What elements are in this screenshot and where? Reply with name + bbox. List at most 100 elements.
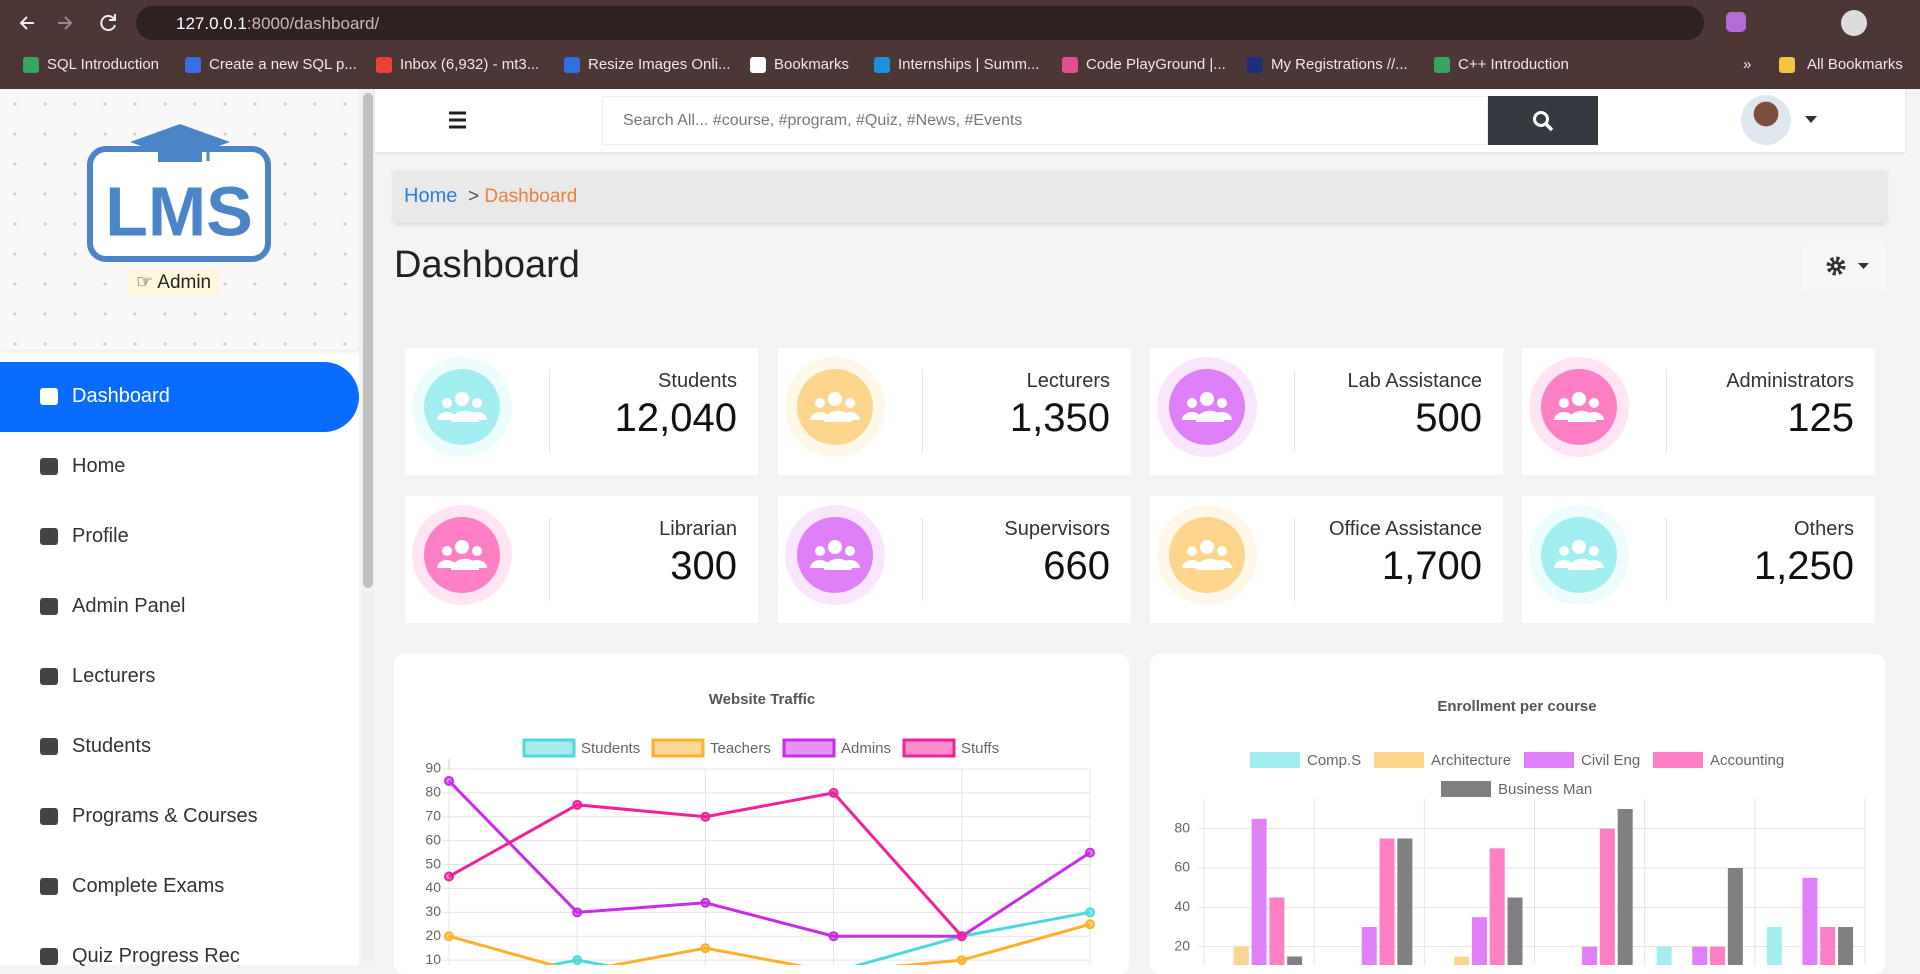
icon-disc xyxy=(1541,369,1617,445)
menu-item[interactable]: Complete Exams xyxy=(72,875,225,897)
y-tick-label: 20 xyxy=(425,927,441,943)
card-label: Students xyxy=(658,370,737,392)
icon-head xyxy=(1559,398,1569,408)
card-label: Lab Assistance xyxy=(1347,370,1482,392)
point xyxy=(1085,907,1095,918)
legend-label: Accounting xyxy=(1710,752,1784,769)
legend-swatch xyxy=(522,738,576,758)
card-icon xyxy=(1529,357,1629,457)
card-icon xyxy=(1157,505,1257,605)
point xyxy=(1085,919,1095,930)
bookmark[interactable]: Create a new SQL p... xyxy=(209,56,357,73)
bookmark[interactable]: SQL Introduction xyxy=(47,56,160,73)
icon-disc xyxy=(797,369,873,445)
bookmark[interactable]: Inbox (6,932) - mt3... xyxy=(400,56,540,73)
active-menu[interactable] xyxy=(0,362,359,432)
icon-head xyxy=(1572,540,1586,554)
avatar[interactable] xyxy=(1741,95,1791,145)
icon-body xyxy=(1212,560,1232,568)
stat-card: Office Assistance 1,700 xyxy=(1150,496,1503,623)
nav-buttons[interactable] xyxy=(0,0,136,45)
point xyxy=(572,955,583,965)
bookmark-icon xyxy=(185,57,201,73)
icon-disc xyxy=(1169,517,1245,593)
card-label: Administrators xyxy=(1726,370,1854,392)
divider xyxy=(922,518,923,601)
breadcrumb-text: Dashboard xyxy=(484,186,578,207)
icon-body xyxy=(1182,560,1202,568)
card-label: Librarian xyxy=(659,518,737,540)
legend-swatch xyxy=(1374,752,1424,768)
menu-item[interactable]: Programs & Courses xyxy=(72,805,258,827)
y-tick-label: 80 xyxy=(425,784,441,800)
menu-item[interactable]: Admin Panel xyxy=(72,595,186,617)
bookmark[interactable]: Bookmarks xyxy=(774,56,850,73)
bar xyxy=(1507,897,1523,965)
bookmark[interactable]: My Registrations //... xyxy=(1271,56,1408,73)
address-bar[interactable]: 127.0.0.1:8000/dashboard/ xyxy=(136,6,1704,40)
point xyxy=(700,811,711,822)
menu-icon xyxy=(40,388,58,405)
menu-item[interactable]: Dashboard xyxy=(72,385,170,407)
icon-disc xyxy=(424,517,500,593)
legend-swatch xyxy=(1524,752,1574,768)
legend-label: Admins xyxy=(841,740,891,757)
icon-body xyxy=(810,412,830,420)
bookmark-icon xyxy=(1247,57,1263,73)
icon-body xyxy=(437,560,457,568)
icon-head xyxy=(845,546,855,556)
icon-body xyxy=(1584,560,1604,568)
search-button[interactable] xyxy=(1488,96,1598,145)
menu-toggle[interactable] xyxy=(448,111,468,129)
menu-icon xyxy=(40,808,58,825)
card-icon xyxy=(785,357,885,457)
bookmark[interactable]: Internships | Summ... xyxy=(898,56,1040,73)
icon-disc xyxy=(424,369,500,445)
all-bookmarks[interactable]: All Bookmarks xyxy=(1807,56,1903,73)
bar xyxy=(1802,877,1818,965)
menu-item[interactable]: Quiz Progress Rec xyxy=(72,945,240,967)
card-icon xyxy=(1157,357,1257,457)
menu-item[interactable]: Students xyxy=(72,735,151,757)
card-value: 500 xyxy=(1415,396,1482,440)
icon-body xyxy=(467,412,487,420)
icon-body xyxy=(840,412,860,420)
menu-item[interactable]: Home xyxy=(72,455,126,477)
divider xyxy=(1666,518,1667,601)
card-icon xyxy=(412,505,512,605)
card-value: 12,040 xyxy=(614,396,737,440)
bookmark[interactable]: C++ Introduction xyxy=(1458,56,1569,73)
bookmark[interactable]: Code PlayGround |... xyxy=(1086,56,1226,73)
divider xyxy=(922,370,923,453)
scrollbar[interactable] xyxy=(361,89,375,965)
legend-swatch xyxy=(1441,781,1491,797)
folder-icon xyxy=(1779,57,1795,73)
url-host: 127.0.0.1 xyxy=(176,14,247,33)
icon-head xyxy=(1200,392,1214,406)
icon-head xyxy=(1589,398,1599,408)
breadcrumb-link[interactable]: Home xyxy=(404,185,458,207)
bookmark[interactable]: Resize Images Onli... xyxy=(588,56,731,73)
bookmarks-more[interactable]: » xyxy=(1743,56,1752,73)
bar xyxy=(1599,828,1615,965)
menu-item[interactable]: Lecturers xyxy=(72,665,156,687)
icon-body xyxy=(1182,412,1202,420)
y-tick-label: 90 xyxy=(425,760,441,776)
page-title: Dashboard xyxy=(394,244,580,286)
card-value: 660 xyxy=(1043,544,1110,588)
stat-card: Others 1,250 xyxy=(1522,496,1875,623)
menu-item[interactable]: Profile xyxy=(72,525,129,547)
bar xyxy=(1379,838,1395,965)
menu-icon xyxy=(40,458,58,475)
bar xyxy=(1251,818,1267,965)
caret[interactable] xyxy=(1805,116,1817,124)
profile[interactable] xyxy=(1841,10,1867,36)
line-series xyxy=(542,910,1091,965)
search-box[interactable]: Search All... #course, #program, #Quiz, … xyxy=(602,96,1488,145)
card-value: 1,350 xyxy=(1009,396,1110,440)
extension[interactable] xyxy=(1726,12,1746,32)
bar xyxy=(1471,917,1487,965)
sidebar: LMS ☞ Admin Dashboard Home Profile Admin Pa… xyxy=(0,89,359,967)
settings-button[interactable] xyxy=(1802,242,1886,290)
